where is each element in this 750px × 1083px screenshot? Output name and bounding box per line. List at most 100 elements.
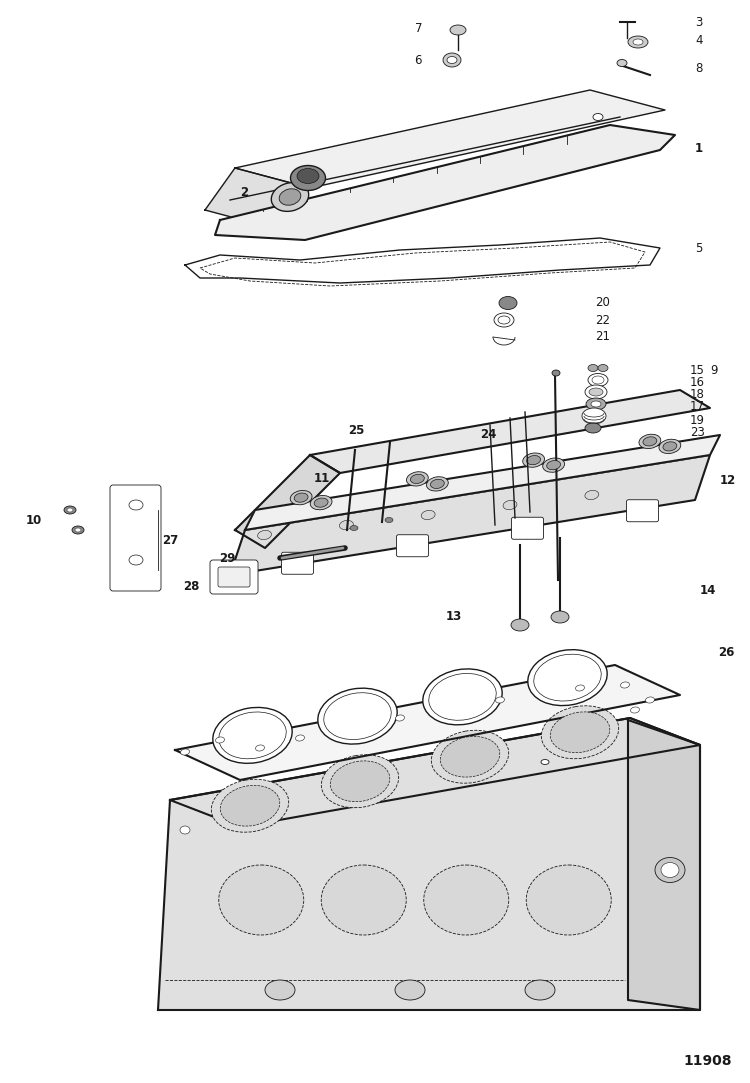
Ellipse shape (272, 183, 309, 211)
Ellipse shape (321, 865, 406, 935)
Text: 26: 26 (718, 645, 734, 658)
Ellipse shape (225, 811, 235, 819)
Ellipse shape (646, 697, 655, 703)
Text: 19: 19 (690, 414, 705, 427)
Ellipse shape (211, 780, 289, 832)
Ellipse shape (659, 440, 681, 454)
Ellipse shape (395, 715, 404, 721)
Polygon shape (628, 720, 700, 1010)
Ellipse shape (643, 436, 657, 446)
Text: 2: 2 (240, 185, 248, 198)
Ellipse shape (447, 56, 457, 64)
Ellipse shape (585, 491, 598, 499)
Ellipse shape (129, 500, 143, 510)
Ellipse shape (588, 374, 608, 387)
Text: 8: 8 (695, 62, 702, 75)
Ellipse shape (318, 688, 398, 744)
Ellipse shape (265, 980, 295, 1000)
FancyBboxPatch shape (281, 552, 314, 574)
Ellipse shape (443, 53, 461, 67)
Polygon shape (235, 90, 665, 188)
Ellipse shape (498, 316, 510, 324)
Ellipse shape (324, 693, 392, 740)
Ellipse shape (290, 166, 326, 191)
Text: 27: 27 (162, 534, 178, 547)
Ellipse shape (528, 650, 608, 706)
Ellipse shape (64, 506, 76, 514)
Ellipse shape (430, 480, 444, 488)
Text: 15: 15 (690, 364, 705, 377)
Polygon shape (230, 455, 710, 575)
Text: 24: 24 (480, 429, 496, 442)
Text: 18: 18 (690, 389, 705, 402)
Ellipse shape (525, 980, 555, 1000)
Ellipse shape (592, 376, 604, 384)
Ellipse shape (440, 736, 500, 778)
Ellipse shape (526, 456, 541, 465)
Ellipse shape (321, 755, 399, 808)
Text: 11908: 11908 (683, 1054, 732, 1068)
Ellipse shape (219, 712, 286, 759)
Ellipse shape (290, 491, 312, 505)
Ellipse shape (431, 730, 508, 783)
FancyBboxPatch shape (626, 499, 658, 522)
Ellipse shape (220, 785, 280, 826)
Ellipse shape (67, 508, 73, 512)
Ellipse shape (129, 554, 143, 565)
Text: 12: 12 (720, 473, 736, 486)
FancyBboxPatch shape (512, 518, 544, 539)
Ellipse shape (541, 759, 549, 765)
Ellipse shape (395, 980, 425, 1000)
Polygon shape (158, 718, 700, 1010)
Text: 28: 28 (184, 580, 200, 593)
Ellipse shape (655, 858, 685, 883)
Ellipse shape (551, 611, 569, 623)
Ellipse shape (427, 477, 448, 491)
Ellipse shape (406, 472, 428, 486)
FancyBboxPatch shape (210, 560, 258, 593)
Polygon shape (245, 435, 720, 530)
Ellipse shape (494, 313, 514, 327)
Ellipse shape (591, 401, 601, 407)
Ellipse shape (598, 365, 608, 371)
Ellipse shape (181, 749, 190, 755)
Ellipse shape (314, 498, 328, 507)
Ellipse shape (617, 60, 627, 66)
Ellipse shape (340, 521, 353, 530)
Ellipse shape (496, 697, 505, 703)
Ellipse shape (499, 297, 517, 310)
Ellipse shape (385, 518, 393, 522)
Text: 7: 7 (415, 22, 422, 35)
Ellipse shape (75, 529, 81, 532)
Polygon shape (215, 125, 675, 240)
FancyBboxPatch shape (397, 535, 428, 557)
Ellipse shape (552, 370, 560, 376)
Ellipse shape (633, 39, 643, 45)
Ellipse shape (503, 500, 517, 510)
Ellipse shape (631, 707, 640, 713)
Ellipse shape (661, 862, 679, 877)
Text: 14: 14 (700, 584, 716, 597)
Text: 5: 5 (695, 242, 702, 255)
Polygon shape (205, 168, 310, 230)
Ellipse shape (543, 458, 565, 472)
Text: 16: 16 (690, 377, 705, 390)
Ellipse shape (422, 510, 435, 520)
Ellipse shape (350, 525, 358, 531)
Polygon shape (310, 390, 710, 473)
Ellipse shape (219, 865, 304, 935)
Ellipse shape (550, 712, 610, 753)
Ellipse shape (180, 826, 190, 834)
Ellipse shape (310, 495, 332, 510)
Ellipse shape (663, 442, 676, 451)
FancyBboxPatch shape (218, 567, 250, 587)
Ellipse shape (589, 388, 603, 396)
Ellipse shape (547, 460, 560, 470)
Ellipse shape (424, 865, 508, 935)
Text: 25: 25 (348, 423, 364, 436)
Ellipse shape (628, 36, 648, 48)
Ellipse shape (593, 114, 603, 120)
Text: 29: 29 (220, 551, 236, 564)
Text: 17: 17 (690, 401, 705, 414)
Polygon shape (235, 455, 340, 548)
